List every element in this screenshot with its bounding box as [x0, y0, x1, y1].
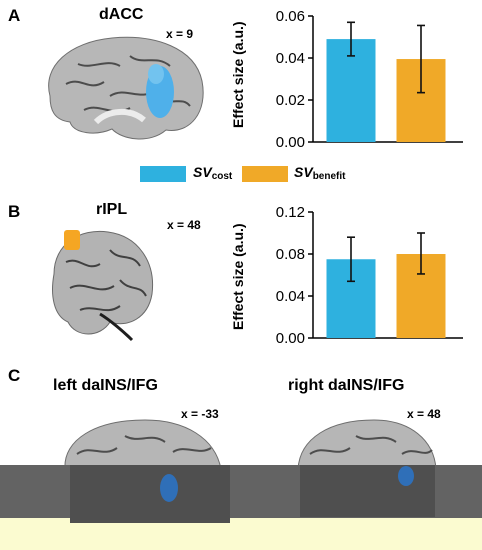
- activation-blob-ripl: [64, 230, 80, 250]
- region-title-left-dains: left daINS/IFG: [53, 377, 158, 394]
- corrupted-scan-band-lower: [0, 518, 482, 550]
- panel-letter-b: B: [8, 202, 21, 221]
- legend-label-cost: SVcost: [193, 164, 233, 182]
- slice-label-c-left: x = -33: [181, 407, 219, 421]
- y-tick-label: 0.04: [276, 50, 305, 67]
- slice-label-a: x = 9: [166, 27, 194, 41]
- y-tick-label: 0.00: [276, 330, 305, 347]
- brain-image-right-dains: [297, 419, 437, 469]
- bar-chart-dacc: 0.00 0.02 0.04 0.06: [276, 8, 463, 151]
- y-axis-title-a: Effect size (a.u.): [230, 21, 246, 128]
- panel-letter-c: C: [8, 366, 21, 385]
- y-tick-label: 0.00: [276, 134, 305, 151]
- brain-image-ripl: [52, 230, 154, 342]
- region-title-ripl: rIPL: [96, 201, 128, 218]
- region-title-right-dains: right daINS/IFG: [288, 377, 405, 394]
- legend-swatch-benefit: [242, 166, 288, 182]
- legend-swatch-cost: [140, 166, 186, 182]
- y-tick-label: 0.12: [276, 204, 305, 221]
- y-tick-label: 0.08: [276, 246, 305, 263]
- brain-lower-right: [300, 465, 435, 517]
- y-tick-label: 0.02: [276, 92, 305, 109]
- bar-chart-ripl: 0.00 0.04 0.08 0.12: [276, 204, 463, 347]
- brain-image-dacc: [48, 36, 204, 140]
- region-title-dacc: dACC: [99, 6, 144, 23]
- y-axis-title-b: Effect size (a.u.): [230, 223, 246, 330]
- y-tick-label: 0.06: [276, 8, 305, 25]
- slice-label-b: x = 48: [167, 218, 201, 232]
- legend-label-benefit: SVbenefit: [294, 164, 346, 182]
- brain-image-left-dains: [64, 419, 222, 469]
- activation-blob-right-dains: [398, 466, 414, 486]
- activation-blob-left-dains: [160, 474, 178, 502]
- brain-lower-left: [70, 465, 230, 523]
- y-tick-label: 0.04: [276, 288, 305, 305]
- slice-label-c-right: x = 48: [407, 407, 441, 421]
- panel-letter-a: A: [8, 6, 21, 25]
